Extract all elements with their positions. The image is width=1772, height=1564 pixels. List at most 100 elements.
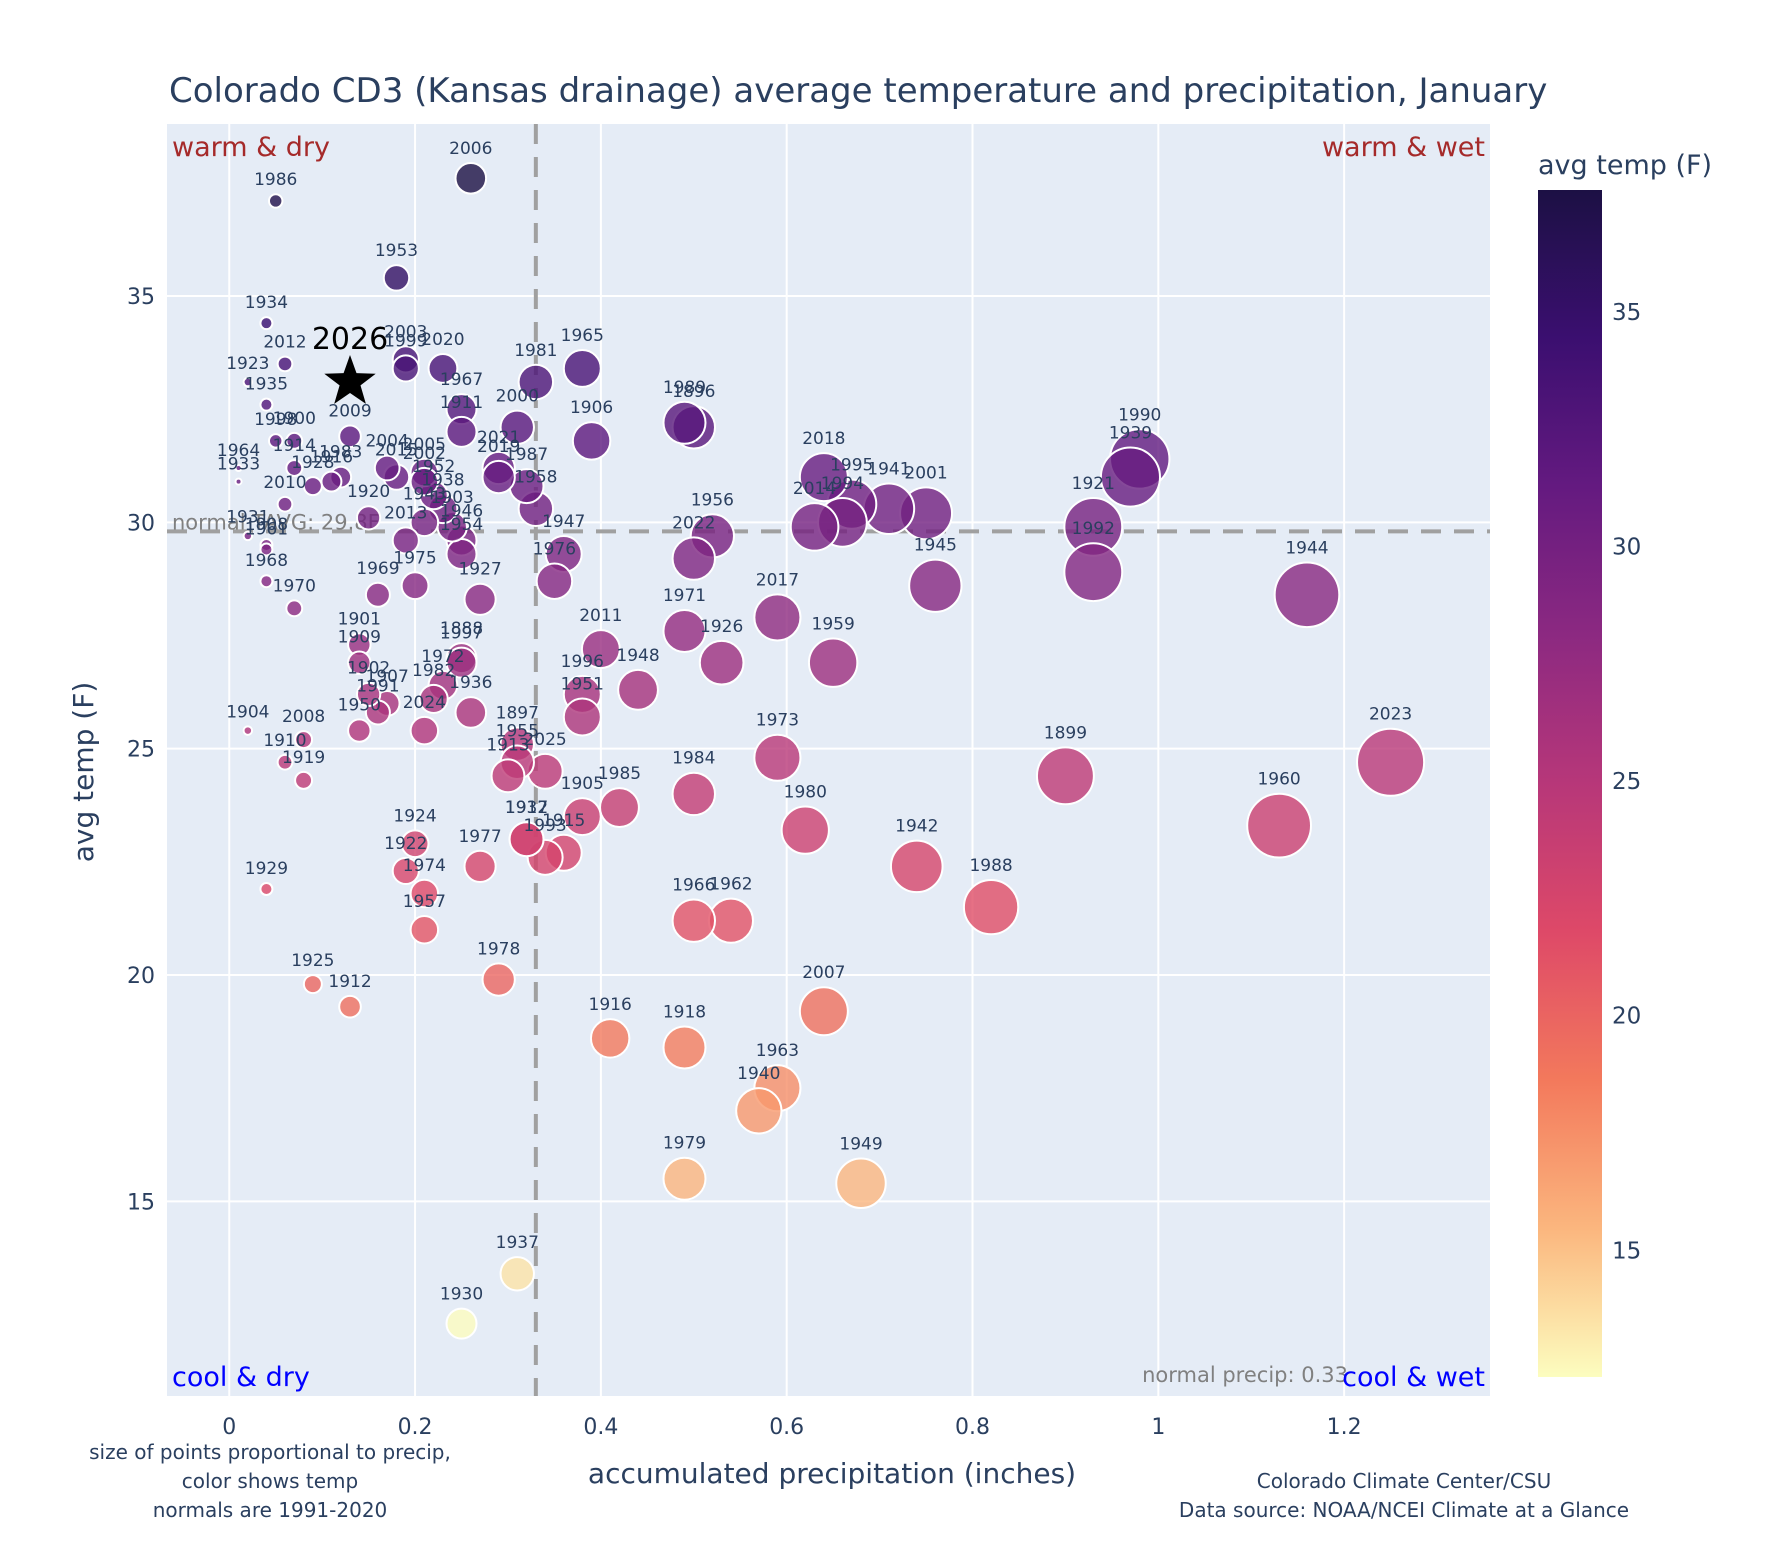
x-axis-ticks: 0 0.2 0.4 0.6 0.8 1 1.2 [222, 1415, 1361, 1440]
point-label: 1994 [821, 474, 864, 494]
data-point-2007 [798, 986, 849, 1037]
point-label: 1942 [895, 817, 938, 837]
point-label: 1960 [1257, 770, 1300, 790]
point-label: 1916 [310, 448, 353, 468]
data-point-1988 [962, 878, 1020, 936]
data-point-1940 [735, 1087, 783, 1135]
data-point-1948 [617, 668, 659, 711]
data-point-1944 [1273, 561, 1341, 629]
point-label: 1957 [403, 892, 446, 912]
data-point-1909 [347, 650, 372, 675]
colorbar-ticks: 15 20 25 30 35 [1612, 300, 1641, 1264]
data-point-1975 [400, 571, 430, 601]
data-point-1943 [409, 507, 440, 538]
quadrant-label-bottom-left: cool & dry [172, 1362, 310, 1393]
y-tick-label: 25 [127, 738, 155, 763]
data-point-1951 [562, 697, 602, 737]
point-label: 1950 [338, 695, 381, 715]
point-label: 1980 [784, 783, 827, 803]
point-label: 1985 [598, 764, 641, 784]
point-label: 1984 [672, 749, 715, 769]
data-point-1950 [347, 718, 372, 743]
left-note-line: normals are 1991-2020 [153, 1498, 388, 1522]
point-label: 1945 [914, 536, 957, 556]
point-label: 2002 [403, 444, 446, 464]
data-point-1985 [599, 787, 640, 828]
point-label: 2020 [421, 330, 464, 350]
y-axis-title: avg temp (F) [67, 682, 100, 863]
data-point-1914 [285, 459, 304, 477]
point-label: 1888 [440, 619, 483, 639]
point-label: 2021 [477, 428, 520, 448]
y-axis-ticks: 15 20 25 30 35 [127, 285, 155, 1215]
point-label: 1973 [756, 711, 799, 731]
point-label: 1901 [338, 609, 381, 629]
data-point-1922 [391, 856, 420, 885]
data-point-1989 [662, 400, 707, 445]
data-point-1981 [517, 363, 555, 401]
data-point-2014 [789, 502, 840, 552]
data-point-2002 [409, 466, 440, 497]
point-label: 1925 [291, 951, 334, 971]
point-label: 1906 [570, 398, 613, 418]
point-label: 1959 [812, 614, 855, 634]
data-point-1925 [302, 974, 323, 995]
point-label: 2008 [282, 707, 325, 727]
data-point-1917 [508, 821, 545, 858]
right-note: Colorado Climate Center/CSU Data source: … [1179, 1469, 1629, 1522]
quadrant-labels: warm & dry warm & wet cool & dry cool & … [172, 132, 1485, 1393]
point-label: 1922 [384, 834, 427, 854]
data-point-1918 [662, 1025, 707, 1070]
point-label: 2017 [756, 570, 799, 590]
data-point-1949 [835, 1157, 887, 1209]
colorbar-tick-label: 30 [1612, 535, 1641, 561]
point-label: 1910 [263, 731, 306, 751]
data-point-1936 [454, 696, 488, 729]
point-label: 1967 [440, 370, 483, 390]
colorbar: avg temp (F) 15 20 25 30 35 [1538, 150, 1712, 1377]
data-point-2012 [276, 355, 294, 373]
point-label: 1996 [561, 652, 604, 672]
point-label: 1931 [226, 508, 269, 528]
point-label: 1966 [672, 875, 715, 895]
data-point-1942 [889, 839, 944, 894]
point-label: 1903 [431, 488, 474, 508]
data-point-1934 [259, 316, 274, 331]
point-label: 1986 [254, 170, 297, 190]
point-label: 1954 [440, 515, 483, 535]
point-label: 1946 [440, 501, 483, 521]
point-label: 1997 [440, 624, 483, 644]
data-point-1961 [259, 542, 274, 557]
data-point-1939 [1099, 446, 1161, 508]
data-point-1926 [698, 639, 745, 686]
colorbar-title: avg temp (F) [1538, 150, 1712, 181]
point-label: 1905 [561, 774, 604, 794]
point-label: 1927 [458, 560, 501, 580]
left-note: size of points proportional to precip, co… [89, 1440, 451, 1522]
left-note-line: color shows temp [182, 1469, 358, 1493]
x-tick-label: 0.8 [955, 1415, 990, 1440]
point-label: 1979 [663, 1134, 706, 1154]
data-point-1966 [671, 898, 716, 943]
normal-precip-label: normal precip: 0.33 [1142, 1363, 1348, 1387]
data-point-2022 [671, 536, 716, 581]
data-point-1920 [355, 505, 382, 531]
point-label: 1920 [347, 482, 390, 502]
point-label: 1916 [589, 995, 632, 1015]
point-label: 1978 [477, 939, 520, 959]
data-point-1997 [445, 646, 478, 679]
point-label: 1913 [486, 735, 529, 755]
colorbar-tick-label: 20 [1612, 1004, 1641, 1030]
data-point-1984 [671, 771, 716, 817]
point-label: 1926 [700, 617, 743, 637]
data-point-1924 [400, 829, 430, 859]
point-label: 2025 [523, 730, 566, 750]
point-label: 1969 [356, 559, 399, 579]
data-point-1913 [490, 758, 526, 794]
data-point-2000 [499, 409, 535, 445]
data-point-1927 [463, 582, 497, 616]
data-point-1980 [780, 805, 830, 855]
point-label: 1972 [421, 647, 464, 667]
data-point-1905 [562, 797, 602, 837]
point-label: 1977 [458, 827, 501, 847]
